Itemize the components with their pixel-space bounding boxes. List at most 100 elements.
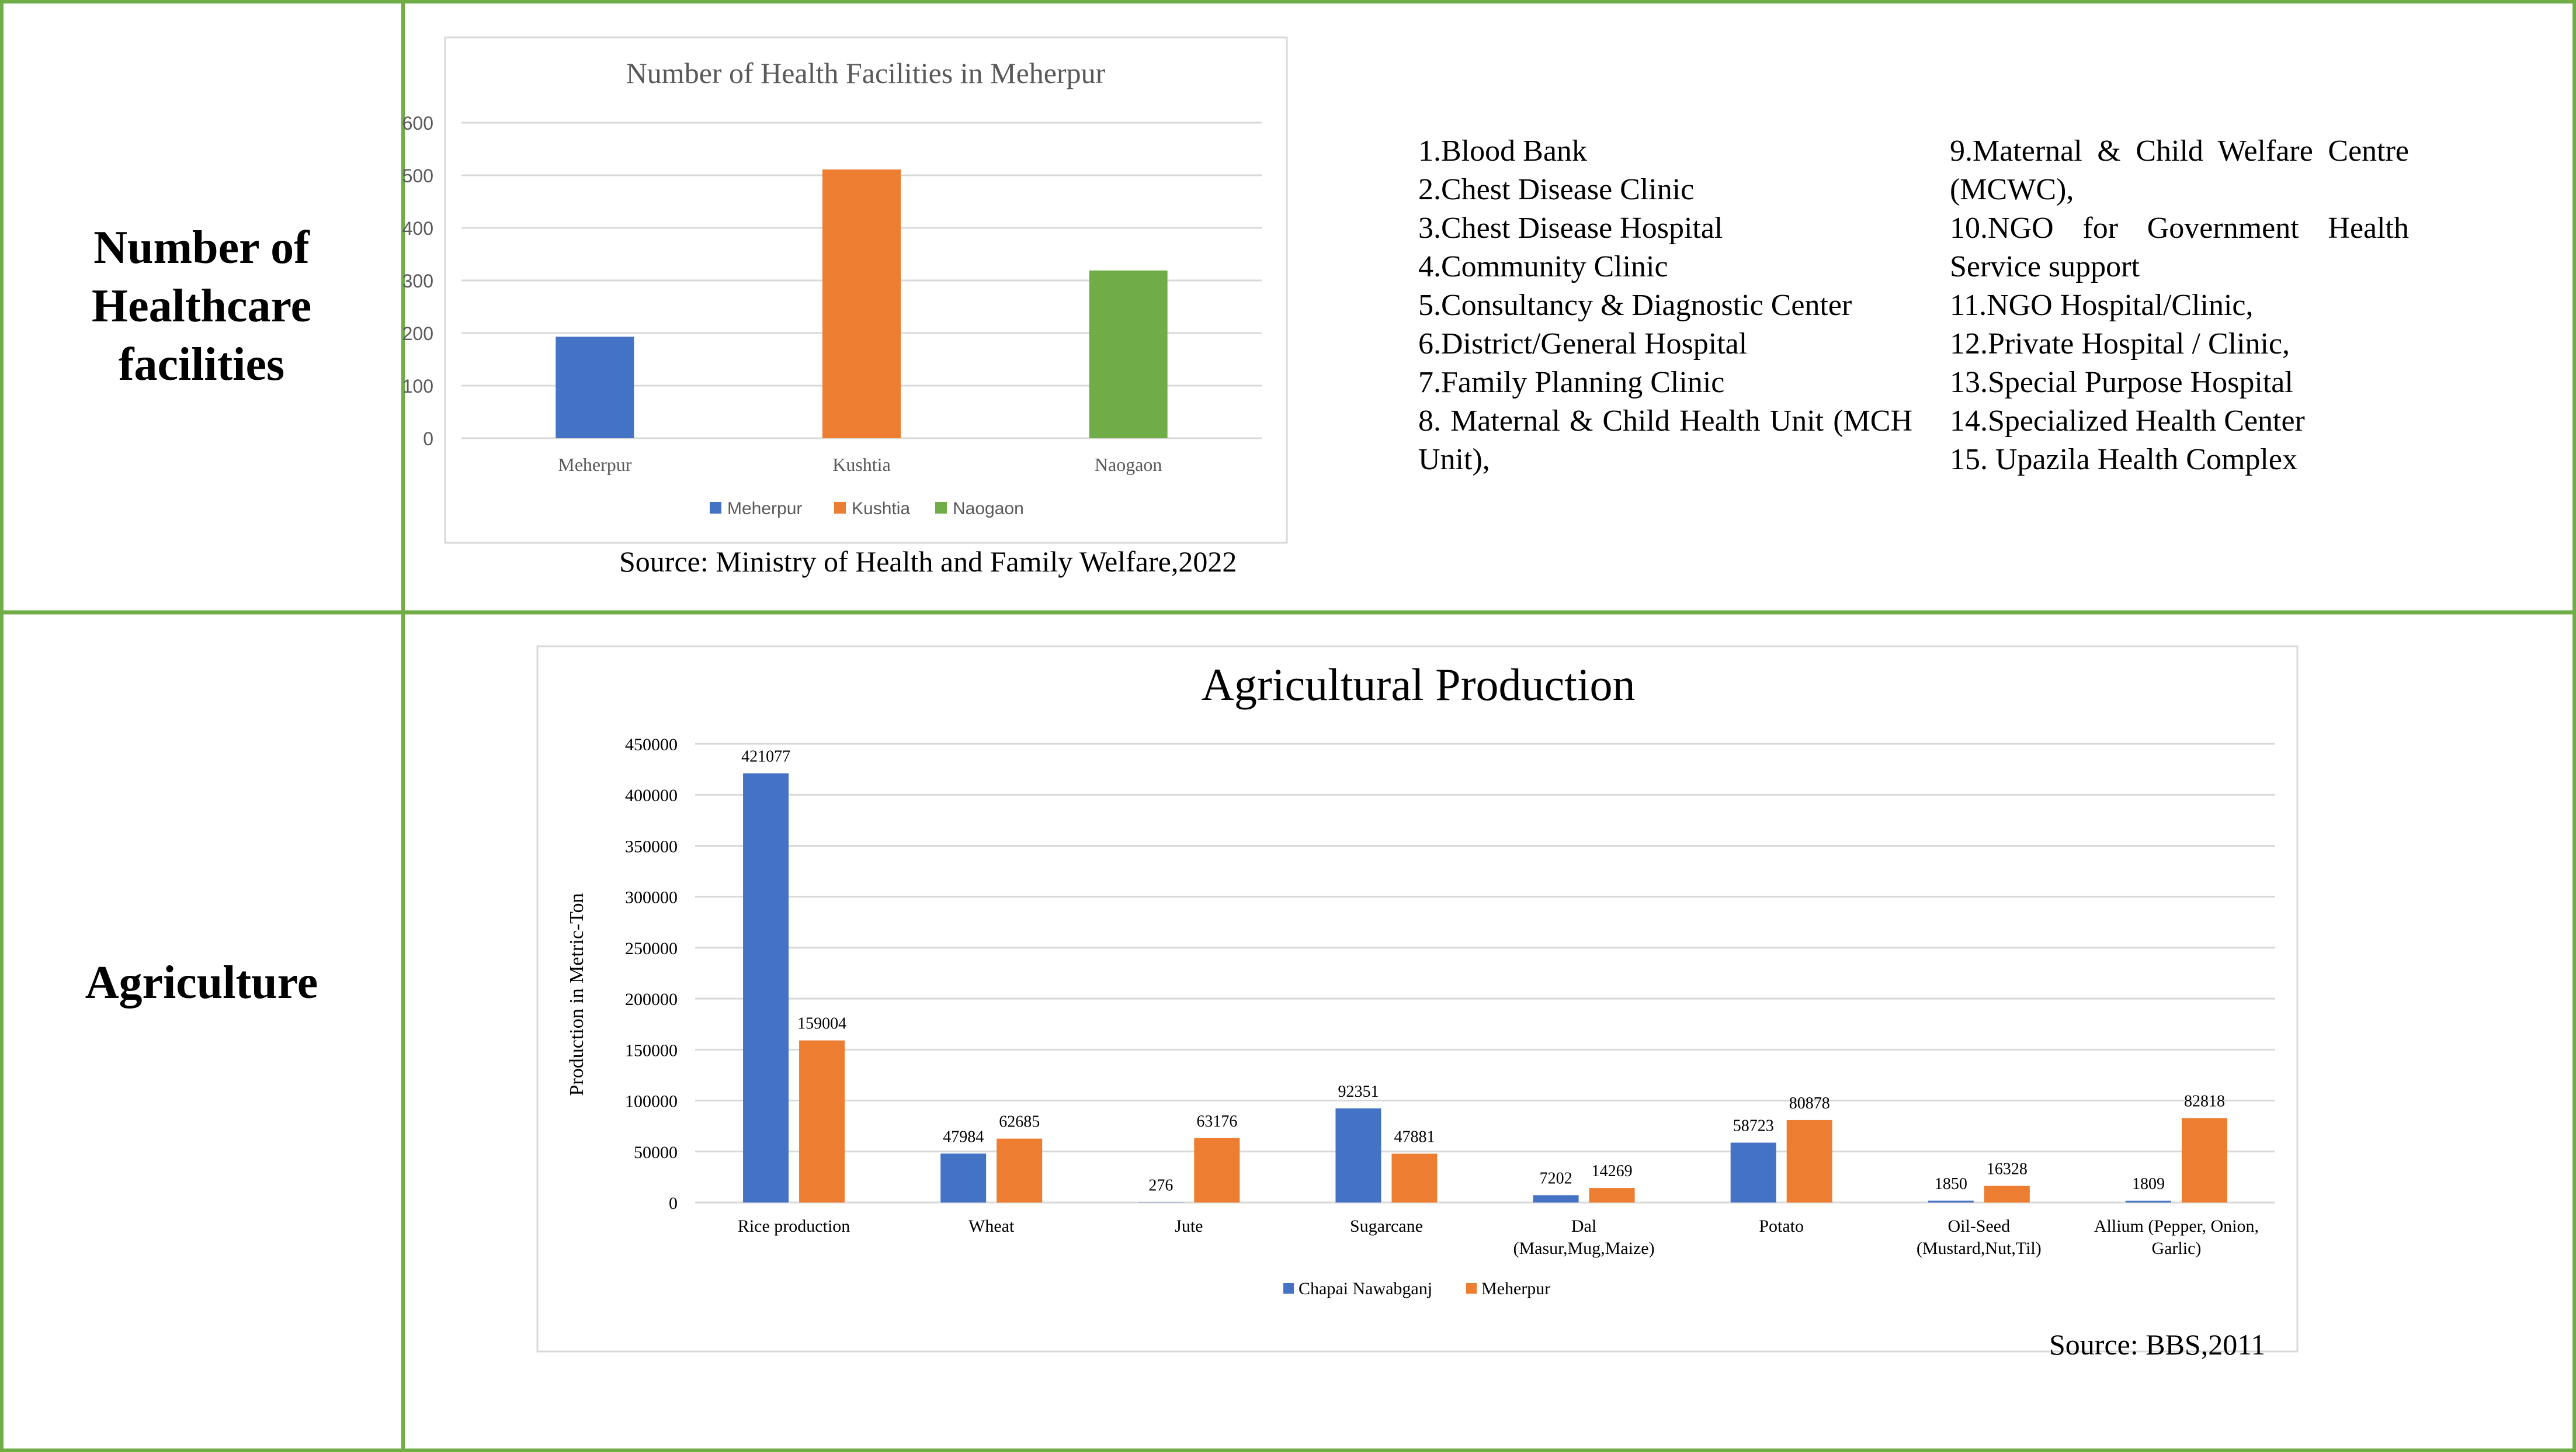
y-tick-label: 350000 [625, 837, 678, 856]
x-tick-label: Rice production [738, 1217, 850, 1236]
agri-chart-gridlines [695, 743, 2275, 1204]
health-chart-bars [556, 169, 1168, 438]
facility-item: 8. Maternal & Child Health Unit (MCH Uni… [1418, 404, 1912, 476]
bar-kushtia [822, 169, 901, 438]
data-label: 1809 [2132, 1175, 2165, 1193]
y-tick-label: 400 [402, 218, 433, 239]
bar-meherpur [1194, 1138, 1240, 1203]
bar-meherpur [1589, 1188, 1635, 1203]
data-label: 80878 [1789, 1094, 1830, 1113]
x-tick-label: Oil-Seed [1947, 1217, 2010, 1236]
facility-list-left: 1.Blood Bank 2.Chest Disease Clinic 3.Ch… [1418, 132, 1912, 479]
y-tick-label: 300 [402, 271, 433, 292]
x-tick-label: Wheat [968, 1217, 1015, 1236]
facility-item: 11.NGO Hospital/Clinic, [1950, 289, 2254, 322]
legend-swatch [834, 502, 846, 514]
data-label: 63176 [1196, 1113, 1237, 1131]
y-tick-label: 400000 [625, 786, 678, 805]
bar-meherpur [556, 337, 634, 438]
y-tick-label: 500 [402, 165, 433, 186]
legend-label: Meherpur [1481, 1279, 1550, 1298]
facility-item: 10.NGO for Government Health Service sup… [1950, 212, 2409, 283]
data-label: 47881 [1394, 1128, 1435, 1146]
y-tick-label: 200 [402, 323, 433, 344]
facility-list-right: 9.Maternal & Child Welfare Centre (MCWC)… [1950, 132, 2409, 479]
data-label: 7202 [1540, 1169, 1572, 1187]
agri-chart-bars [743, 773, 2227, 1203]
agri-chart-title: Agricultural Production [1201, 659, 1635, 710]
facility-item: 1.Blood Bank [1418, 134, 1587, 168]
row-label-agriculture: Agriculture [0, 612, 403, 1452]
facility-item: 15. Upazila Health Complex [1950, 443, 2297, 476]
data-label: 14269 [1592, 1162, 1633, 1180]
facility-item: 2.Chest Disease Clinic [1418, 173, 1695, 206]
bar-chapai-nawabganj [1730, 1142, 1776, 1203]
health-chart-title: Number of Health Facilities in Meherpur [626, 57, 1106, 89]
facility-item: 9.Maternal & Child Welfare Centre (MCWC)… [1950, 134, 2409, 206]
data-label: 421077 [741, 747, 790, 765]
x-tick-label: Kushtia [832, 454, 891, 475]
y-tick-label: 100000 [625, 1092, 678, 1111]
x-tick-label: Meherpur [558, 454, 632, 475]
bar-meherpur [1391, 1153, 1438, 1203]
y-tick-label: 50000 [634, 1143, 678, 1162]
x-tick-label: Naogaon [1095, 454, 1162, 475]
legend-swatch [1283, 1283, 1294, 1294]
agri-chart-data-labels: 421077 159004 47984 62685 276 63176 92351 47881… [741, 747, 2225, 1194]
facility-item: 3.Chest Disease Hospital [1418, 212, 1723, 245]
y-tick-label: 300000 [625, 888, 678, 907]
data-label: 82818 [2184, 1093, 2225, 1111]
agri-chart-y-axis-label: Production in Metric-Ton [566, 893, 588, 1096]
facility-item: 4.Community Clinic [1418, 250, 1668, 283]
data-label: 58723 [1733, 1117, 1774, 1135]
x-tick-label: Sugarcane [1350, 1217, 1423, 1236]
bar-meherpur [799, 1040, 845, 1203]
agri-chart-x-ticks: Rice production Wheat Jute Sugarcane Dal (Mas… [738, 1217, 2259, 1258]
facility-item: 14.Specialized Health Center [1950, 404, 2305, 438]
data-label: 276 [1148, 1177, 1173, 1195]
x-tick-label: (Masur,Mug,Maize) [1513, 1239, 1655, 1258]
bar-chapai-nawabganj [940, 1153, 987, 1203]
facility-item: 12.Private Hospital / Clinic, [1950, 327, 2290, 361]
y-tick-label: 150000 [625, 1041, 678, 1060]
bar-meherpur [1786, 1120, 1832, 1203]
facility-item: 13.Special Purpose Hospital [1950, 366, 2293, 399]
legend-swatch [935, 502, 947, 514]
data-label: 16328 [1987, 1160, 2028, 1179]
row-label-agriculture-text: Agriculture [85, 957, 318, 1009]
y-tick-label: 600 [402, 113, 433, 134]
data-label: 92351 [1338, 1083, 1379, 1101]
x-tick-label: (Mustard,Nut,Til) [1917, 1239, 2042, 1258]
bar-chapai-nawabganj [1928, 1200, 1974, 1203]
row-label-healthcare: Number of Healthcare facilities [0, 0, 403, 612]
legend-swatch [710, 502, 721, 514]
y-tick-label: 200000 [625, 990, 678, 1009]
x-tick-label: Allium (Pepper, Onion, [2094, 1217, 2259, 1236]
x-tick-label: Jute [1175, 1217, 1203, 1236]
legend-swatch [1466, 1283, 1477, 1294]
row-label-healthcare-text: Number of Healthcare facilities [91, 222, 312, 390]
data-label: 1850 [1935, 1175, 1967, 1193]
legend-label: Meherpur [727, 499, 802, 518]
agri-chart-y-ticks: 0 50000 100000 150000 200000 250000 300000 3500… [625, 735, 678, 1213]
data-label: 47984 [943, 1128, 984, 1146]
agricultural-production-chart: Agricultural Production Production in Me… [536, 645, 2299, 1353]
y-tick-label: 250000 [625, 939, 678, 958]
data-label: 159004 [797, 1015, 846, 1033]
bar-chapai-nawabganj [1335, 1108, 1381, 1203]
bar-meherpur [997, 1138, 1043, 1203]
bar-meherpur [1984, 1186, 2030, 1203]
bar-naogaon [1089, 270, 1168, 438]
legend-label: Kushtia [852, 499, 910, 518]
bar-meherpur [2181, 1118, 2227, 1203]
legend-label: Naogaon [953, 499, 1024, 518]
y-tick-label: 0 [423, 428, 433, 449]
facility-item: 7.Family Planning Clinic [1418, 366, 1725, 399]
health-chart-x-ticks: Meherpur Kushtia Naogaon [558, 454, 1162, 475]
facility-item: 6.District/General Hospital [1418, 327, 1748, 361]
y-tick-label: 450000 [625, 735, 678, 754]
y-tick-label: 100 [402, 376, 433, 397]
agri-source-caption: Source: BBS,2011 [2049, 1328, 2266, 1361]
x-tick-label: Dal [1571, 1217, 1596, 1236]
facility-item: 5.Consultancy & Diagnostic Center [1418, 289, 1852, 322]
